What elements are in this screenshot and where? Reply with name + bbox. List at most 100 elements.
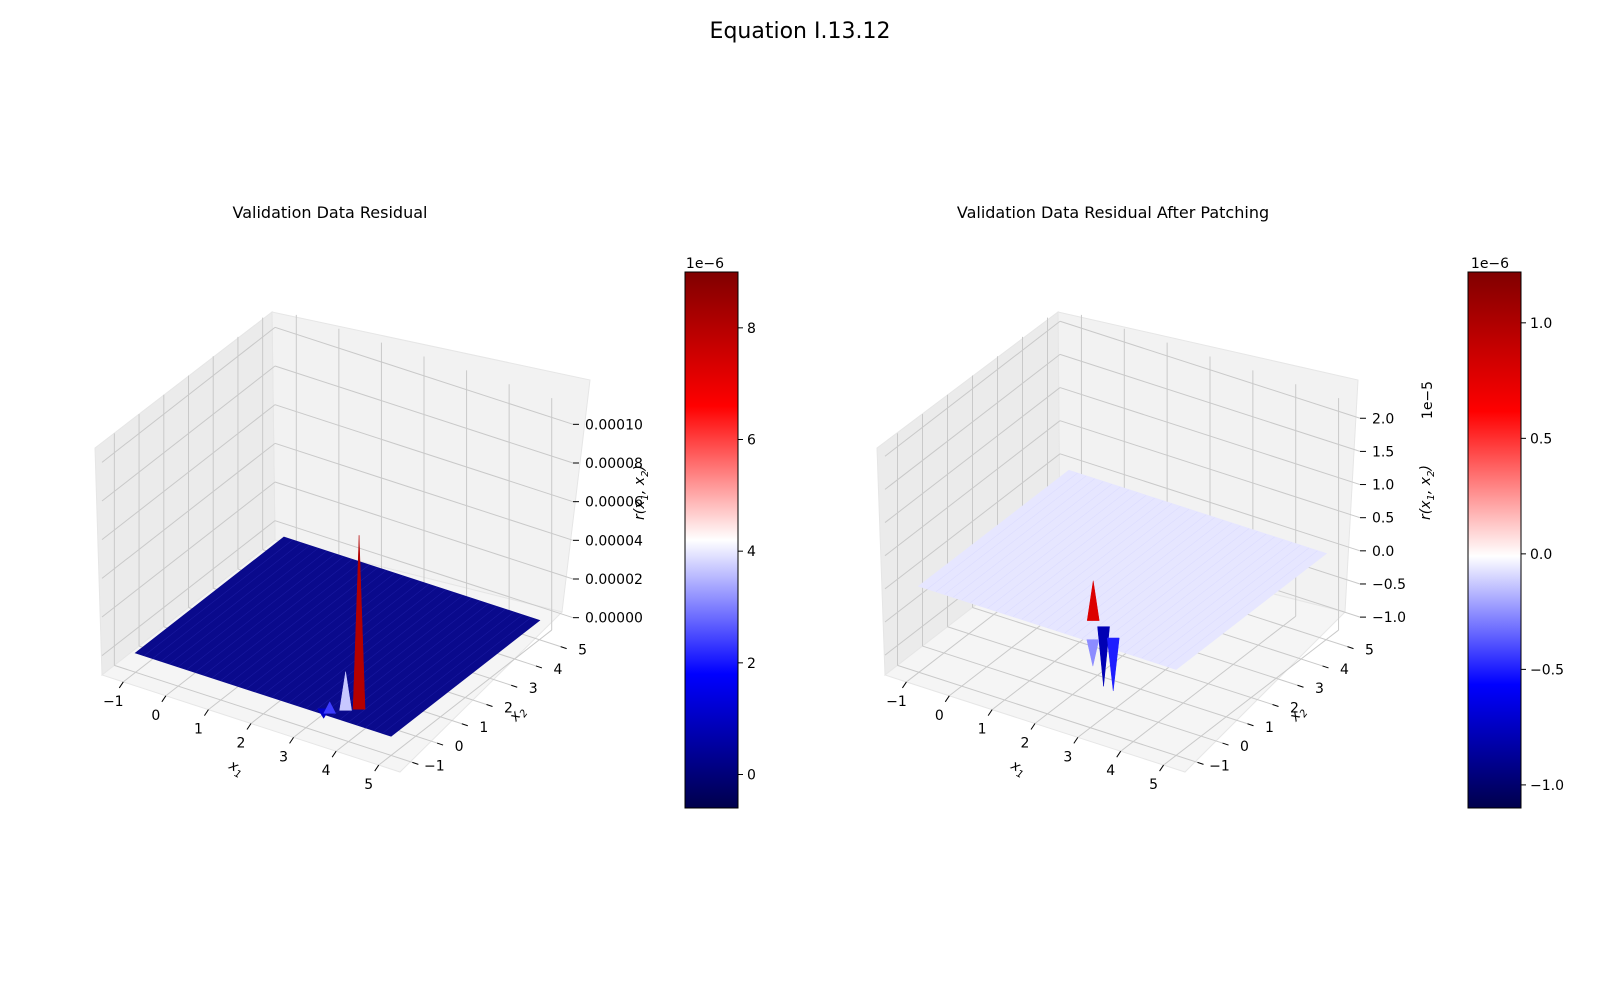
left-surface-plot: Validation Data Residual −1012345−101234… xyxy=(94,203,756,809)
surface-mesh-line xyxy=(263,578,412,695)
y-tick-label: 5 xyxy=(1365,643,1374,659)
left-colorbar-gradient xyxy=(684,271,739,809)
right-colorbar: 1e−6 −1.0 −0.5 0.0 0.5 1.0 xyxy=(1467,256,1564,809)
left-z-axis-label: r(x1, x2) xyxy=(632,465,651,520)
colorbar-tick-label: 4 xyxy=(747,544,756,560)
surface-mesh-line xyxy=(1150,544,1301,662)
surface-spike xyxy=(1097,626,1110,687)
back-gridline-z xyxy=(274,481,574,580)
floor-gridline-y xyxy=(897,664,1198,763)
colorbar-tick-label: 0.0 xyxy=(1530,547,1552,563)
left-colorbar: 1e−6 0 2 4 6 8 xyxy=(684,256,756,809)
x-tick-label: 4 xyxy=(1106,763,1115,779)
back-gridline-z xyxy=(274,404,574,503)
x-tick-mark xyxy=(944,695,950,703)
x-tick-mark xyxy=(118,681,124,689)
y-tick-label: 2 xyxy=(1290,701,1299,717)
surface-spike xyxy=(323,701,337,714)
surface-mesh-line xyxy=(1115,533,1267,651)
x-tick-mark xyxy=(289,737,294,744)
surface-mesh-line xyxy=(152,542,302,659)
x-tick-mark xyxy=(1159,764,1164,772)
z-tick-label: 2.0 xyxy=(1372,411,1394,427)
surface-mesh-line xyxy=(1141,542,1292,659)
y-tick-mark xyxy=(535,665,543,669)
x-tick-mark xyxy=(246,723,252,730)
surface-mesh-line xyxy=(229,567,378,684)
x-tick-mark xyxy=(1030,723,1036,730)
y-tick-mark xyxy=(511,684,518,688)
x-tick-label: 1 xyxy=(978,722,987,738)
y-tick-label: 4 xyxy=(1340,662,1349,678)
right-z-axis-label: r(x1, x2) xyxy=(1418,465,1437,520)
right-x-axis-label: x1 xyxy=(1006,757,1029,781)
y-tick-mark xyxy=(1247,723,1254,727)
y-tick-mark xyxy=(1347,646,1354,650)
surface-mesh-line xyxy=(970,486,1121,603)
surface-mesh-line xyxy=(314,595,463,712)
left-plot-title: Validation Data Residual xyxy=(233,203,428,222)
x-tick-label: 4 xyxy=(322,763,331,779)
back-gridline-z xyxy=(1059,387,1361,486)
surface-mesh-line xyxy=(1090,525,1241,642)
x-tick-label: 2 xyxy=(1021,736,1030,752)
z-tick-label: 1.0 xyxy=(1372,478,1394,494)
left-x-axis-label: x1 xyxy=(224,757,247,781)
surface-mesh-line xyxy=(305,592,455,709)
surface-mesh-line xyxy=(1107,531,1258,648)
right-z-multiplier: 1e−5 xyxy=(1420,381,1436,419)
y-tick-mark xyxy=(1322,665,1329,669)
right-surface xyxy=(917,469,1328,692)
left-surface xyxy=(134,535,541,737)
floor-gridline-y xyxy=(972,607,1273,705)
right-colorbar-gradient xyxy=(1467,271,1522,809)
z-tick-label: 1.5 xyxy=(1372,444,1394,460)
x-tick-mark xyxy=(987,709,993,716)
right-plot-title: Validation Data Residual After Patching xyxy=(957,203,1269,222)
surface-mesh-line xyxy=(1004,497,1155,615)
z-tick-label: 0.5 xyxy=(1372,511,1394,527)
side-gridline-z xyxy=(884,354,1061,490)
surface-mesh-line xyxy=(1081,522,1232,640)
side-gridline-z xyxy=(884,420,1061,557)
surface-mesh-line xyxy=(961,484,1112,601)
z-tick-label: 0.00006 xyxy=(585,495,643,511)
surface-mesh-line xyxy=(382,617,532,734)
z-tick-label: −1.0 xyxy=(1372,610,1406,626)
right-surface-plot: Validation Data Residual After Patching … xyxy=(876,203,1564,809)
surface-mesh-line xyxy=(978,489,1130,606)
surface-mesh-line xyxy=(237,570,387,687)
x-tick-mark xyxy=(1073,737,1079,744)
y-tick-label: 4 xyxy=(553,662,562,678)
surface-mesh-line xyxy=(220,564,370,681)
surface-mesh-line xyxy=(246,573,395,690)
side-gridline-z xyxy=(884,453,1061,590)
back-gridline-z xyxy=(274,520,574,619)
surface-mesh-line xyxy=(953,481,1104,598)
colorbar-tick-label: 0.5 xyxy=(1530,431,1552,447)
colorbar-tick-label: 1.0 xyxy=(1530,316,1552,332)
surface-mesh-line xyxy=(365,611,514,729)
y-tick-mark xyxy=(461,723,468,727)
z-tick-label: 0.00002 xyxy=(585,572,643,588)
surface-mesh-line xyxy=(1038,508,1190,626)
y-tick-label: 3 xyxy=(1315,681,1324,697)
surface-mesh-line xyxy=(1021,503,1172,620)
surface-mesh-line xyxy=(944,478,1095,595)
y-tick-label: 1 xyxy=(479,720,488,736)
surface-mesh-line xyxy=(1055,514,1207,631)
y-tick-label: 0 xyxy=(1240,739,1249,755)
floor-gridline-y xyxy=(947,626,1248,725)
colorbar-tick-label: 0 xyxy=(747,768,756,784)
y-tick-label: 3 xyxy=(529,681,538,697)
y-tick-mark xyxy=(412,761,419,765)
left-colorbar-multiplier: 1e−6 xyxy=(686,256,724,272)
surface-mesh-line xyxy=(195,556,344,673)
y-tick-label: 0 xyxy=(455,739,464,755)
surface-mesh-line xyxy=(995,495,1147,612)
surface-mesh-line xyxy=(212,561,361,679)
surface-spike xyxy=(1086,639,1100,667)
x-tick-label: 5 xyxy=(1149,777,1158,793)
y-tick-mark xyxy=(560,646,567,650)
